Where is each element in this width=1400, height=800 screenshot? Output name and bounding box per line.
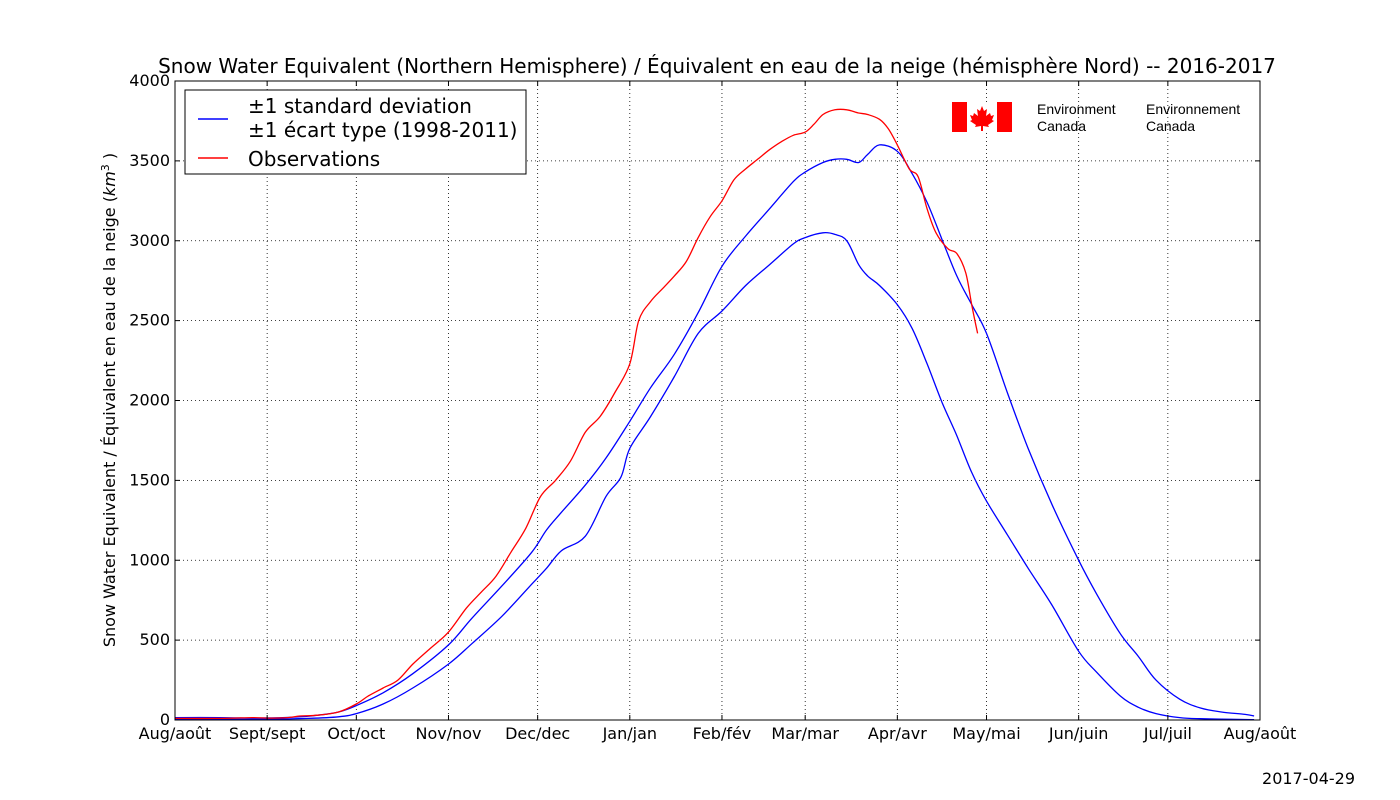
x-tick-label: Dec/dec — [505, 724, 570, 743]
logo-english-line1: Environment — [1037, 101, 1116, 117]
x-tick-label: Nov/nov — [415, 724, 481, 743]
x-tick-label: Jun/juin — [1048, 724, 1109, 743]
legend-box — [184, 89, 527, 175]
y-tick-label: 4000 — [129, 71, 170, 90]
logo-french-line2: Canada — [1146, 118, 1195, 134]
x-tick-label: Jan/jan — [602, 724, 657, 743]
series-line-observations — [174, 108, 979, 720]
legend-label-observations: Observations — [248, 147, 380, 171]
x-tick-label: Sept/sept — [229, 724, 305, 743]
y-tick-label: 3000 — [129, 231, 170, 250]
x-tick-label: Feb/fév — [693, 724, 752, 743]
x-tick-label: Oct/oct — [327, 724, 385, 743]
x-tick-label: Jul/juil — [1143, 724, 1192, 743]
canada-flag-icon — [952, 102, 1012, 132]
series-line-upper-std — [174, 144, 1255, 719]
x-tick-label: Mar/mar — [771, 724, 839, 743]
y-axis-label-main: Snow Water Equivalent / Équivalent en ea… — [100, 196, 119, 647]
logo-french-line1: Environnement — [1146, 101, 1240, 117]
y-axis-label-unit: km — [100, 171, 119, 196]
x-tick-label: Aug/août — [139, 724, 212, 743]
plot-area-frame — [174, 80, 1261, 721]
x-tick-label: May/mai — [952, 724, 1020, 743]
series-line-lower-std — [175, 231, 1255, 721]
legend: ±1 standard deviation ±1 écart type (199… — [184, 89, 527, 175]
series-lines — [174, 108, 1255, 721]
chart-title: Snow Water Equivalent (Northern Hemisphe… — [158, 54, 1276, 78]
y-axis-label-close: ) — [100, 153, 119, 164]
y-tick-label: 1500 — [129, 470, 170, 489]
legend-label-std-line1: ±1 standard deviation — [248, 94, 472, 118]
environment-canada-logo: Environment Canada Environnement Canada — [952, 101, 1240, 134]
logo-english-line2: Canada — [1037, 118, 1086, 134]
y-tick-label: 2500 — [129, 311, 170, 330]
grid-lines — [175, 81, 1260, 720]
y-tick-label: 3500 — [129, 151, 170, 170]
date-stamp: 2017-04-29 — [1262, 769, 1355, 788]
x-tick-label: Aug/août — [1224, 724, 1297, 743]
y-tick-label: 2000 — [129, 391, 170, 410]
legend-label-std-line2: ±1 écart type (1998-2011) — [248, 118, 517, 142]
y-tick-label: 500 — [139, 630, 170, 649]
y-tick-label: 1000 — [129, 550, 170, 569]
y-axis-label: Snow Water Equivalent / Équivalent en ea… — [99, 153, 120, 647]
y-axis-label-exponent: 3 — [99, 164, 112, 171]
x-tick-label: Apr/avr — [868, 724, 927, 743]
y-tick-label: 0 — [160, 710, 170, 729]
axis-ticks: 0 500 1000 1500 2000 2500 3000 3500 4000 Aug/août… — [129, 71, 1296, 743]
